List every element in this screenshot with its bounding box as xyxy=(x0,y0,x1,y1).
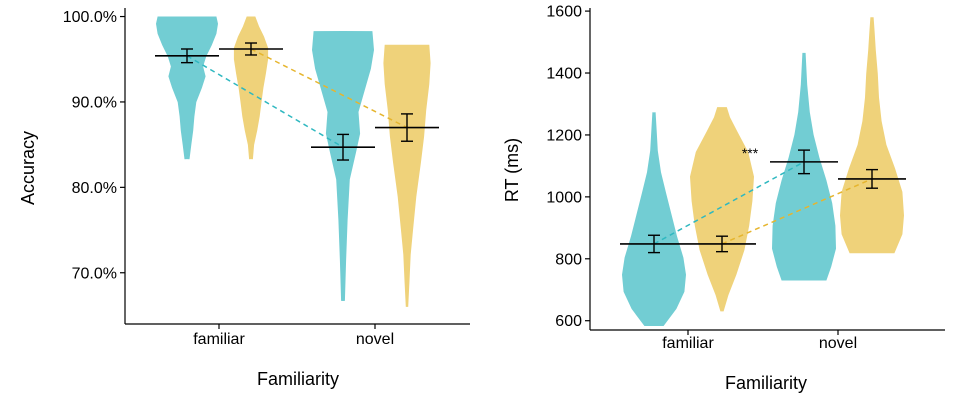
violin-gold-familiar xyxy=(690,107,754,312)
trend-line-gold xyxy=(721,178,873,245)
y-tick-label: 70.0% xyxy=(72,265,117,282)
mean-marker-teal-novel xyxy=(311,133,375,161)
mean-marker-teal-familiar xyxy=(155,48,219,64)
accuracy-y-ticks: 70.0% 80.0% 90.0% 100.0% xyxy=(63,9,125,282)
rt-x-ticks: familiar novel xyxy=(662,330,857,352)
accuracy-connecting-lines xyxy=(186,48,408,148)
y-tick-label: 600 xyxy=(555,313,582,330)
rt-panel: 600 800 1000 1200 1400 1600 familiar novel ***… xyxy=(502,4,945,393)
violin-gold-familiar xyxy=(233,16,269,160)
rt-connecting-lines xyxy=(653,161,873,245)
violin-gold-novel xyxy=(383,44,431,307)
trend-line-teal xyxy=(653,161,805,245)
accuracy-x-axis-title: Familiarity xyxy=(257,369,339,389)
accuracy-y-axis-title: Accuracy xyxy=(18,131,38,205)
accuracy-violins xyxy=(156,16,431,307)
y-tick-label: 80.0% xyxy=(72,180,117,197)
y-tick-label: 1200 xyxy=(546,127,582,144)
mean-marker-teal-novel xyxy=(770,149,838,175)
x-tick-label-novel: novel xyxy=(356,331,394,348)
accuracy-panel: 70.0% 80.0% 90.0% 100.0% familiar novel Fami… xyxy=(18,8,470,389)
mean-marker-gold-familiar xyxy=(688,235,756,253)
mean-marker-gold-novel xyxy=(375,113,439,142)
mean-marker-teal-familiar xyxy=(620,234,688,254)
rt-violins xyxy=(622,17,904,326)
y-tick-label: 1600 xyxy=(546,4,582,21)
x-tick-label-novel: novel xyxy=(819,335,857,352)
accuracy-x-ticks: familiar novel xyxy=(193,324,394,348)
violin-teal-familiar xyxy=(622,112,686,326)
violin-teal-familiar xyxy=(156,16,218,160)
y-tick-label: 1400 xyxy=(546,66,582,83)
rt-x-axis-title: Familiarity xyxy=(725,373,807,393)
x-tick-label-familiar: familiar xyxy=(193,331,245,348)
y-tick-label: 1000 xyxy=(546,189,582,206)
x-tick-label-familiar: familiar xyxy=(662,335,714,352)
trend-line-gold xyxy=(250,48,408,129)
y-tick-label: 800 xyxy=(555,251,582,268)
violin-teal-novel xyxy=(312,31,374,301)
rt-y-axis-title: RT (ms) xyxy=(502,138,522,202)
trend-line-teal xyxy=(186,55,344,148)
accuracy-mean-markers xyxy=(155,42,439,161)
violin-gold-novel xyxy=(840,17,904,254)
y-tick-label: 90.0% xyxy=(72,94,117,111)
rt-significance-annotation: *** xyxy=(742,145,759,161)
mean-marker-gold-novel xyxy=(838,168,906,189)
rt-y-ticks: 600 800 1000 1200 1400 1600 xyxy=(546,4,590,330)
mean-marker-gold-familiar xyxy=(219,42,283,56)
rt-mean-markers xyxy=(620,149,906,254)
y-tick-label: 100.0% xyxy=(63,9,117,26)
